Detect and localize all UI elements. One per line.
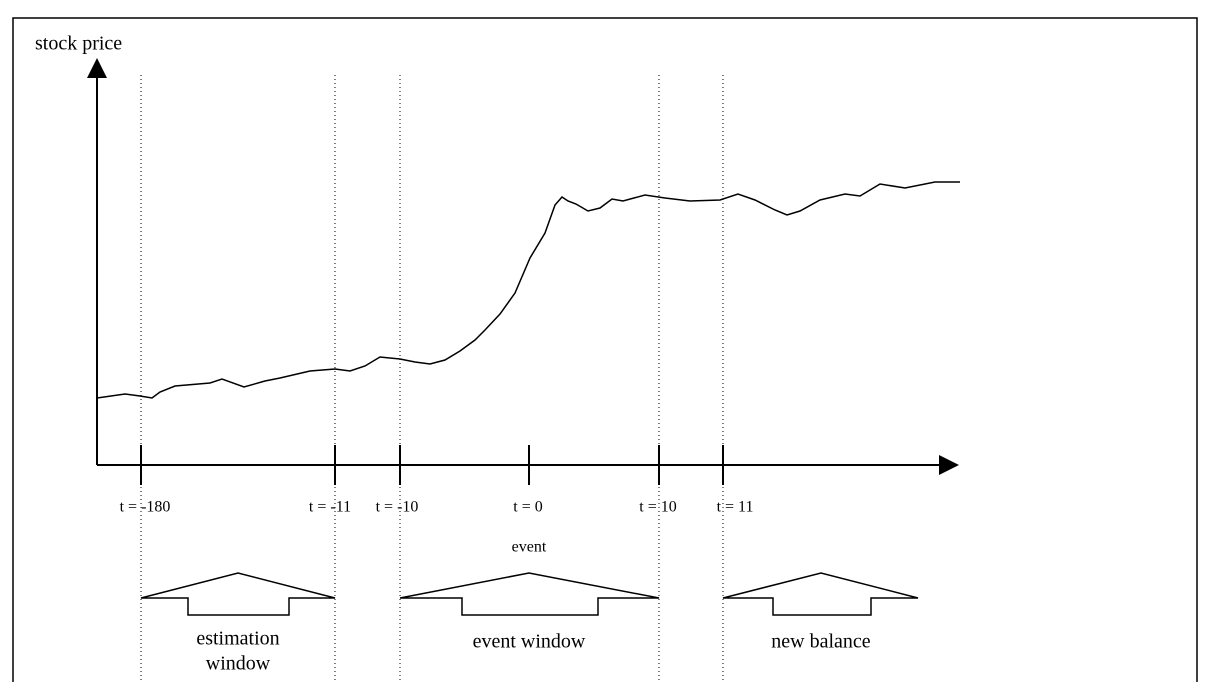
tick-label: t = 10 [639,499,676,516]
window-label: new balance [771,631,871,653]
window-label: estimation [196,628,279,650]
dotted-lines [140,75,724,682]
tick-label: t = 0 [513,499,542,516]
tick-marks [140,445,724,485]
price-curve [96,181,960,399]
frame [12,17,1198,687]
window-label: event window [473,631,586,653]
event-label: event [512,539,547,556]
tick-label: t = -10 [376,499,419,516]
window-label: window [206,653,271,675]
axis-label: stock price [35,33,122,55]
tick-label: t = 11 [717,499,754,516]
window-arrows [140,572,919,616]
tick-label: t = -180 [120,499,171,516]
tick-label: t = -11 [309,499,351,516]
